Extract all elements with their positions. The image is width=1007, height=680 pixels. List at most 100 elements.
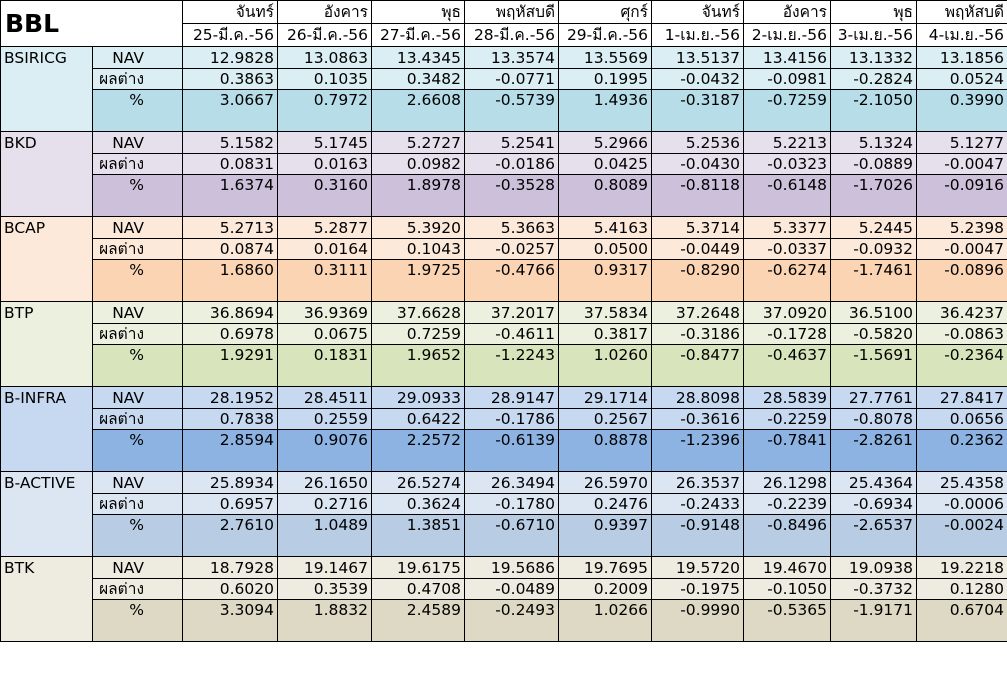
value-cell: -0.2824	[830, 68, 918, 90]
value-cell: 0.0163	[277, 153, 373, 175]
value-cell: 1.9652	[371, 344, 466, 387]
value-cell: 0.1831	[277, 344, 373, 387]
value-cell: 27.8417	[916, 386, 1007, 409]
value-cell: 1.4936	[558, 89, 653, 132]
value-cell: -0.0896	[916, 259, 1007, 302]
table-row: BKD NAV 5.1582 5.1745 5.2727 5.2541 5.2966 5.25…	[0, 131, 1007, 217]
value-cell: 36.8694	[182, 301, 279, 324]
value-cell: -0.9990	[651, 599, 745, 642]
table-row: B-INFRA NAV 28.1952 28.4511 29.0933 28.9147 29…	[0, 386, 1007, 472]
table-body: BBL จันทร์ อังคาร พุธ พฤหัสบดี ศุกร์ จัน…	[0, 0, 1007, 642]
value-cell: 5.1582	[182, 131, 279, 154]
value-cell: 1.0260	[558, 344, 653, 387]
value-cell: 5.2727	[371, 131, 466, 154]
value-cell: 19.5720	[651, 556, 745, 579]
value-cell: -0.8078	[830, 408, 918, 430]
value-cell: 5.2213	[743, 131, 832, 154]
value-cell: 0.1043	[371, 238, 466, 260]
value-cell: -0.2433	[651, 493, 745, 515]
value-cell: 0.2567	[558, 408, 653, 430]
value-cell: 26.1650	[277, 471, 373, 494]
value-cell: 0.3539	[277, 578, 373, 600]
value-cell: 19.1467	[277, 556, 373, 579]
value-cell: 0.1995	[558, 68, 653, 90]
value-cell: 5.1745	[277, 131, 373, 154]
value-cell: -0.0430	[651, 153, 745, 175]
value-cell: -0.4637	[743, 344, 832, 387]
value-cell: 13.4156	[743, 46, 832, 69]
value-cell: 26.3537	[651, 471, 745, 494]
value-cell: 36.5100	[830, 301, 918, 324]
value-cell: 2.6608	[371, 89, 466, 132]
value-cell: 13.1332	[830, 46, 918, 69]
value-cell: 5.2398	[916, 216, 1007, 239]
value-cell: 0.3990	[916, 89, 1007, 132]
value-cell: -1.9171	[830, 599, 918, 642]
value-cell: 5.1277	[916, 131, 1007, 154]
value-cell: 0.4708	[371, 578, 466, 600]
value-cell: 2.2572	[371, 429, 466, 472]
value-cell: -0.0916	[916, 174, 1007, 217]
row-label: ผลต่าง	[91, 238, 184, 260]
value-cell: -0.0889	[830, 153, 918, 175]
fund-name: BCAP	[0, 216, 93, 302]
value-cell: 26.3494	[464, 471, 560, 494]
value-cell: 0.3863	[182, 68, 279, 90]
fund-name: BTK	[0, 556, 93, 642]
value-cell: -1.2243	[464, 344, 560, 387]
value-cell: 5.4163	[558, 216, 653, 239]
value-cell: -0.2493	[464, 599, 560, 642]
value-cell: 0.9397	[558, 514, 653, 557]
value-cell: -0.0863	[916, 323, 1007, 345]
value-cell: -0.0024	[916, 514, 1007, 557]
value-cell: 5.3714	[651, 216, 745, 239]
value-cell: 19.0938	[830, 556, 918, 579]
table-row: ผลต่าง 0.6978 0.0675 0.7259 -0.4611 0.3817 -0.…	[1, 323, 1007, 345]
table-row: ผลต่าง 0.7838 0.2559 0.6422 -0.1786 0.2567 -0.…	[1, 408, 1007, 430]
value-cell: 0.2559	[277, 408, 373, 430]
table-row: % 1.6860 0.3111 1.9725 -0.4766 0.9317 -0.8290-…	[1, 259, 1007, 302]
value-cell: -0.5739	[464, 89, 560, 132]
value-cell: 29.0933	[371, 386, 466, 409]
value-cell: 25.4364	[830, 471, 918, 494]
table-row: BSIRICG NAV 12.9828 13.0863 13.4345 13.3574 13…	[0, 46, 1007, 132]
header-row: BBL จันทร์ อังคาร พุธ พฤหัสบดี ศุกร์ จัน…	[0, 0, 1007, 47]
row-label: %	[91, 429, 184, 472]
value-cell: -1.5691	[830, 344, 918, 387]
date-header: 26-มี.ค.-56	[277, 23, 373, 47]
table-row: ผลต่าง 0.0874 0.0164 0.1043 -0.0257 0.0500 -0.…	[1, 238, 1007, 260]
value-cell: 0.8089	[558, 174, 653, 217]
day-header: ศุกร์	[558, 0, 653, 24]
value-cell: 13.1856	[916, 46, 1007, 69]
value-cell: 0.0831	[182, 153, 279, 175]
value-cell: 0.0656	[916, 408, 1007, 430]
date-header: 3-เม.ย.-56	[830, 23, 918, 47]
value-cell: -0.3528	[464, 174, 560, 217]
row-label: NAV	[91, 386, 184, 409]
value-cell: -1.7461	[830, 259, 918, 302]
value-cell: 0.3817	[558, 323, 653, 345]
value-cell: -0.0489	[464, 578, 560, 600]
value-cell: 5.3663	[464, 216, 560, 239]
value-cell: -0.5820	[830, 323, 918, 345]
value-cell: -0.7841	[743, 429, 832, 472]
table-row: % 1.9291 0.1831 1.9652 -1.2243 1.0260 -0.8477-…	[1, 344, 1007, 387]
value-cell: -0.3732	[830, 578, 918, 600]
value-cell: -0.6934	[830, 493, 918, 515]
fund-name: BKD	[0, 131, 93, 217]
value-cell: 1.3851	[371, 514, 466, 557]
value-cell: -0.4611	[464, 323, 560, 345]
row-label: NAV	[91, 216, 184, 239]
day-header: อังคาร	[277, 0, 373, 24]
value-cell: 28.4511	[277, 386, 373, 409]
value-cell: 0.0675	[277, 323, 373, 345]
table-row: ผลต่าง 0.6020 0.3539 0.4708 -0.0489 0.2009 -0.…	[1, 578, 1007, 600]
value-cell: -2.1050	[830, 89, 918, 132]
value-cell: 0.2009	[558, 578, 653, 600]
table-row: % 1.6374 0.3160 1.8978 -0.3528 0.8089 -0.8118-…	[1, 174, 1007, 217]
day-header: จันทร์	[182, 0, 279, 24]
value-cell: 0.7972	[277, 89, 373, 132]
value-cell: -0.1975	[651, 578, 745, 600]
value-cell: 28.5839	[743, 386, 832, 409]
value-cell: 1.6860	[182, 259, 279, 302]
